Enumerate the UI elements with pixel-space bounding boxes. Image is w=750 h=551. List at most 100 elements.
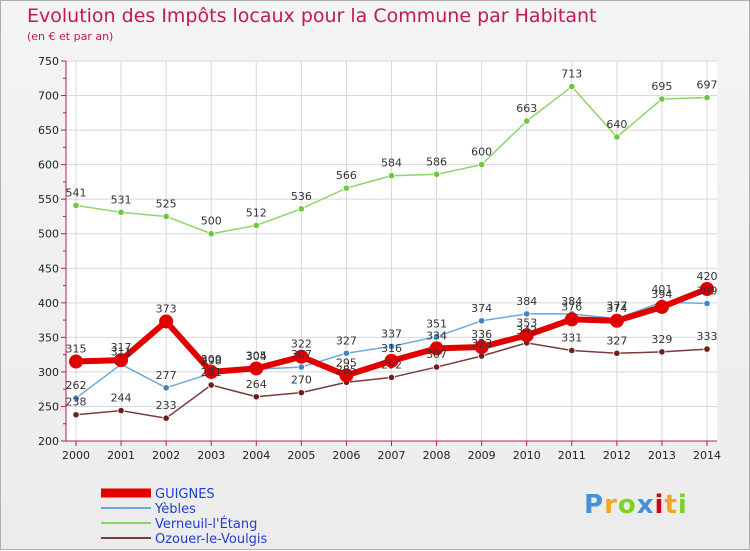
x-tick-label: 2004	[242, 449, 270, 462]
data-label: 500	[201, 215, 222, 228]
data-point	[613, 133, 621, 141]
data-point	[297, 363, 305, 371]
data-point	[478, 317, 486, 325]
data-label: 238	[66, 396, 87, 409]
data-label: 331	[561, 331, 582, 344]
data-point	[117, 406, 125, 415]
data-label: 713	[561, 68, 582, 81]
proxiti-logo: Proxiti	[584, 490, 688, 520]
data-point	[114, 353, 129, 368]
data-label: 334	[426, 329, 447, 342]
x-tick-label: 2011	[558, 449, 586, 462]
data-label: 336	[471, 328, 492, 341]
data-label: 305	[246, 349, 267, 362]
data-point	[658, 348, 666, 356]
legend-label: Ozouer-le-Voulgis	[155, 532, 268, 547]
data-point	[252, 221, 260, 230]
x-tick-label: 2013	[648, 449, 676, 462]
chart-subtitle: (en € et par an)	[27, 30, 114, 43]
y-tick-label: 400	[38, 297, 59, 310]
data-point	[204, 364, 219, 379]
data-point	[432, 170, 441, 178]
data-label: 233	[156, 399, 177, 412]
data-point	[384, 353, 399, 368]
legend-label: Verneuil-l'Étang	[155, 516, 257, 532]
data-label: 695	[651, 80, 672, 93]
data-label: 329	[651, 333, 672, 346]
y-tick-label: 250	[38, 400, 59, 413]
data-label: 586	[426, 155, 447, 168]
data-point	[294, 349, 309, 364]
data-label: 512	[246, 206, 267, 219]
data-label: 300	[201, 353, 222, 366]
data-point	[387, 172, 396, 180]
x-tick-label: 2010	[513, 449, 541, 462]
data-label: 270	[291, 374, 312, 387]
data-label: 292	[381, 358, 402, 371]
data-label: 333	[697, 330, 718, 343]
data-label: 244	[111, 392, 132, 405]
legend-label: GUIGNES	[155, 487, 215, 502]
data-label: 376	[561, 300, 582, 313]
data-point	[568, 82, 576, 91]
data-point	[117, 208, 125, 216]
data-point	[162, 212, 170, 221]
logo-letter: x	[636, 490, 655, 520]
data-point	[432, 363, 441, 371]
data-label: 327	[336, 334, 357, 347]
data-label: 351	[426, 318, 447, 331]
data-point	[700, 282, 714, 296]
data-label: 307	[291, 348, 312, 361]
data-point	[297, 389, 305, 397]
data-point	[654, 299, 669, 314]
data-label: 663	[516, 102, 537, 115]
data-point	[564, 312, 579, 327]
x-tick-label: 2003	[197, 449, 225, 462]
data-point	[474, 340, 489, 355]
chart-title: Evolution des Impôts locaux pour la Comm…	[27, 5, 597, 27]
y-tick-label: 200	[38, 435, 59, 448]
data-label: 384	[516, 295, 537, 308]
logo-letter: P	[584, 490, 605, 520]
data-point	[69, 354, 83, 369]
y-tick-label: 300	[38, 366, 59, 379]
data-point	[703, 94, 711, 102]
data-point	[207, 230, 215, 238]
data-point	[523, 310, 531, 318]
data-label: 316	[381, 342, 402, 355]
x-tick-label: 2012	[603, 449, 631, 462]
data-point	[387, 342, 396, 350]
data-point	[162, 414, 170, 422]
data-point	[429, 341, 444, 356]
logo-letter: o	[617, 490, 637, 520]
data-point	[297, 205, 305, 213]
data-label: 323	[471, 337, 492, 350]
data-point	[339, 368, 354, 383]
data-point	[613, 349, 621, 357]
data-label: 311	[111, 345, 132, 358]
data-label: 295	[336, 356, 357, 369]
data-label: 353	[516, 316, 537, 329]
logo-letter: r	[604, 490, 618, 520]
data-point	[72, 411, 80, 419]
data-label: 584	[381, 157, 402, 170]
data-label: 277	[156, 369, 177, 382]
x-tick-label: 2009	[468, 449, 496, 462]
logo-letter: i	[677, 490, 688, 520]
data-label: 640	[606, 118, 627, 131]
y-tick-label: 550	[38, 193, 59, 206]
data-point	[478, 161, 486, 169]
data-point	[342, 349, 351, 357]
data-label: 377	[606, 300, 627, 313]
y-tick-label: 500	[38, 228, 59, 241]
logo-letter: i	[654, 490, 665, 520]
x-tick-label: 2005	[287, 449, 315, 462]
data-point	[432, 333, 441, 341]
data-label: 315	[66, 343, 87, 356]
data-label: 327	[606, 334, 627, 347]
data-label: 337	[381, 327, 402, 340]
x-tick-label: 2001	[107, 449, 135, 462]
data-point	[658, 95, 666, 103]
